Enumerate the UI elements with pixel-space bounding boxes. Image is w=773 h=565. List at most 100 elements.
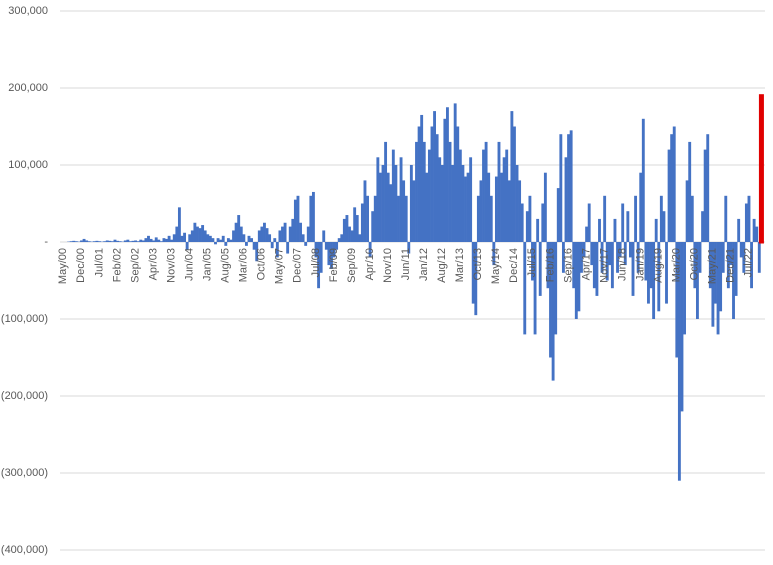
bar — [378, 172, 382, 242]
bar — [440, 165, 444, 242]
bar — [561, 242, 565, 273]
bar — [647, 242, 650, 304]
bar — [172, 234, 176, 242]
bar — [415, 141, 418, 242]
bar — [714, 242, 717, 304]
x-tick-label: Dec/07 — [292, 248, 304, 283]
bar — [368, 242, 372, 258]
x-tick-label: May/21 — [707, 248, 719, 284]
bar — [600, 242, 604, 273]
bar — [567, 134, 571, 242]
bar — [283, 222, 287, 242]
bar — [484, 141, 488, 242]
bar — [755, 226, 759, 242]
bar — [208, 235, 212, 242]
x-tick-label: Oct/06 — [256, 248, 268, 280]
bar — [394, 165, 398, 242]
bar — [688, 141, 692, 242]
bar — [309, 195, 313, 242]
bar — [306, 226, 310, 242]
bar — [451, 165, 455, 242]
bar — [69, 241, 73, 242]
bar — [301, 234, 305, 242]
bar — [345, 215, 349, 242]
bar — [474, 242, 478, 316]
bar — [270, 242, 274, 249]
bar — [141, 240, 145, 242]
x-tick-label: Sep/02 — [129, 248, 141, 283]
bar — [203, 230, 207, 242]
bar — [433, 111, 436, 242]
bar — [371, 211, 375, 242]
bar — [487, 172, 491, 242]
x-tick-label: Sep/09 — [346, 248, 358, 283]
x-tick-label: Mar/13 — [454, 248, 466, 282]
bar — [190, 230, 194, 242]
bar — [196, 226, 199, 242]
x-tick-label: Nov/10 — [382, 248, 394, 283]
bar — [278, 230, 282, 242]
bar — [747, 195, 751, 242]
bar — [757, 242, 761, 273]
bar — [420, 114, 424, 242]
bar — [482, 149, 485, 242]
bar — [363, 180, 367, 242]
bar — [260, 226, 264, 242]
bar — [507, 180, 511, 242]
x-tick-label: Oct/13 — [472, 248, 484, 280]
x-tick-label: Jul/01 — [93, 248, 105, 277]
bar — [471, 242, 475, 304]
bar — [742, 242, 746, 273]
bar — [170, 239, 174, 242]
bar — [621, 203, 625, 242]
bar — [729, 242, 733, 266]
bar — [304, 242, 308, 246]
bar — [724, 195, 728, 242]
bar — [430, 126, 434, 242]
bar — [497, 141, 501, 242]
bar — [536, 218, 540, 242]
bar — [744, 203, 748, 242]
bar — [265, 228, 269, 242]
bar — [234, 222, 238, 242]
bar — [556, 188, 560, 242]
bar — [492, 242, 496, 266]
bar — [110, 241, 114, 242]
bar — [616, 242, 619, 273]
x-tick-label: Aug/12 — [436, 248, 448, 283]
bar — [543, 172, 547, 242]
y-tick-label: 200,000 — [8, 82, 48, 94]
bar — [531, 242, 534, 281]
bar — [649, 242, 653, 289]
bar — [518, 180, 522, 242]
x-tick-label: Jun/04 — [183, 248, 195, 281]
bar — [719, 242, 723, 312]
bar — [546, 242, 550, 289]
bar — [695, 242, 699, 319]
bar — [226, 238, 230, 242]
bar — [103, 241, 107, 242]
bar — [201, 225, 205, 242]
bar — [353, 207, 357, 242]
bar — [693, 242, 697, 289]
x-tick-label: May/07 — [274, 248, 286, 284]
bar — [136, 241, 140, 242]
bar — [520, 203, 524, 242]
bar — [373, 195, 377, 242]
bar — [335, 242, 339, 250]
bar — [311, 191, 315, 242]
bar — [250, 238, 254, 242]
bar — [95, 240, 99, 242]
bar — [665, 242, 668, 304]
bar — [758, 94, 764, 244]
bar — [605, 242, 609, 281]
bar — [239, 226, 243, 242]
bar — [355, 215, 359, 242]
bar — [479, 180, 483, 242]
bar — [123, 240, 127, 242]
bar — [564, 157, 568, 242]
bar — [732, 242, 735, 319]
bar — [322, 230, 326, 242]
x-tick-label: Dec/14 — [508, 248, 520, 283]
bar — [580, 242, 583, 273]
